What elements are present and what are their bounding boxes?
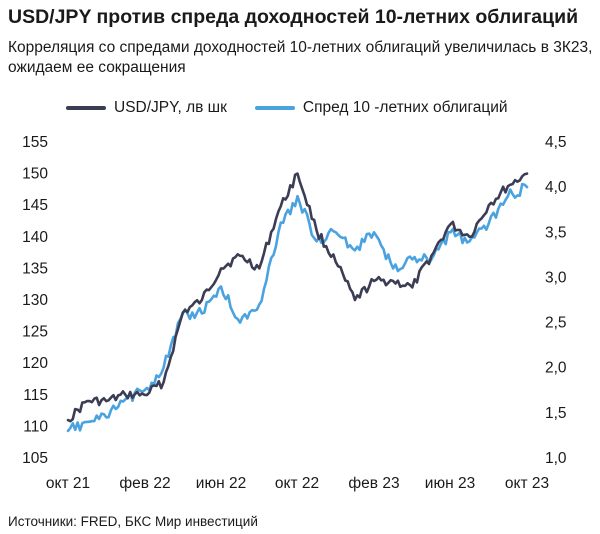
y-right-tick-label: 4,5 xyxy=(545,134,567,151)
legend-swatch-usdjpy xyxy=(66,106,106,110)
x-tick-label: окт 23 xyxy=(505,475,549,492)
y-right-tick-label: 3,5 xyxy=(545,224,567,241)
legend-item-spread: Спред 10 -летних облигаций xyxy=(254,99,508,117)
y-left-tick-label: 120 xyxy=(22,355,48,372)
legend: USD/JPY, лв шк Спред 10 -летних облигаци… xyxy=(66,99,508,117)
legend-label-usdjpy: USD/JPY, лв шк xyxy=(114,99,227,116)
x-tick-label: фев 23 xyxy=(348,475,399,492)
source-note: Источники: FRED, БКС Мир инвестиций xyxy=(8,514,258,529)
legend-swatch-spread xyxy=(254,106,295,110)
x-tick-label: окт 21 xyxy=(46,475,90,492)
spread-line xyxy=(66,182,529,433)
x-tick-label: июн 23 xyxy=(425,475,475,492)
x-tick-label: июн 22 xyxy=(196,475,246,492)
chart-title: USD/JPY против спреда доходностей 10-лет… xyxy=(8,6,579,28)
y-left-tick-label: 110 xyxy=(23,418,48,435)
y-left-tick-label: 105 xyxy=(22,450,48,467)
y-right-tick-label: 1,5 xyxy=(545,405,567,422)
y-left-tick-label: 145 xyxy=(22,197,48,214)
y-right-tick-label: 2,0 xyxy=(545,360,567,377)
y-left-tick-label: 150 xyxy=(22,166,48,183)
usdjpy-line xyxy=(66,172,529,423)
x-tick-label: окт 22 xyxy=(275,475,319,492)
y-left-tick-label: 135 xyxy=(22,260,48,277)
y-left-tick-label: 140 xyxy=(22,229,48,246)
legend-label-spread: Спред 10 -летних облигаций xyxy=(302,99,508,116)
y-right-tick-label: 3,0 xyxy=(545,269,567,286)
x-tick-label: фев 22 xyxy=(119,475,170,492)
y-right-tick-label: 1,0 xyxy=(545,450,567,467)
chart-subtitle: Корреляция со спредами доходностей 10-ле… xyxy=(8,39,593,76)
y-left-tick-label: 130 xyxy=(22,292,48,309)
y-left-tick-label: 155 xyxy=(22,134,48,151)
legend-item-usdjpy: USD/JPY, лв шк xyxy=(66,99,227,117)
y-right-tick-label: 2,5 xyxy=(545,315,567,332)
y-left-tick-label: 125 xyxy=(22,324,48,341)
y-right-tick-label: 4,0 xyxy=(545,179,567,196)
y-left-tick-label: 115 xyxy=(23,387,48,404)
